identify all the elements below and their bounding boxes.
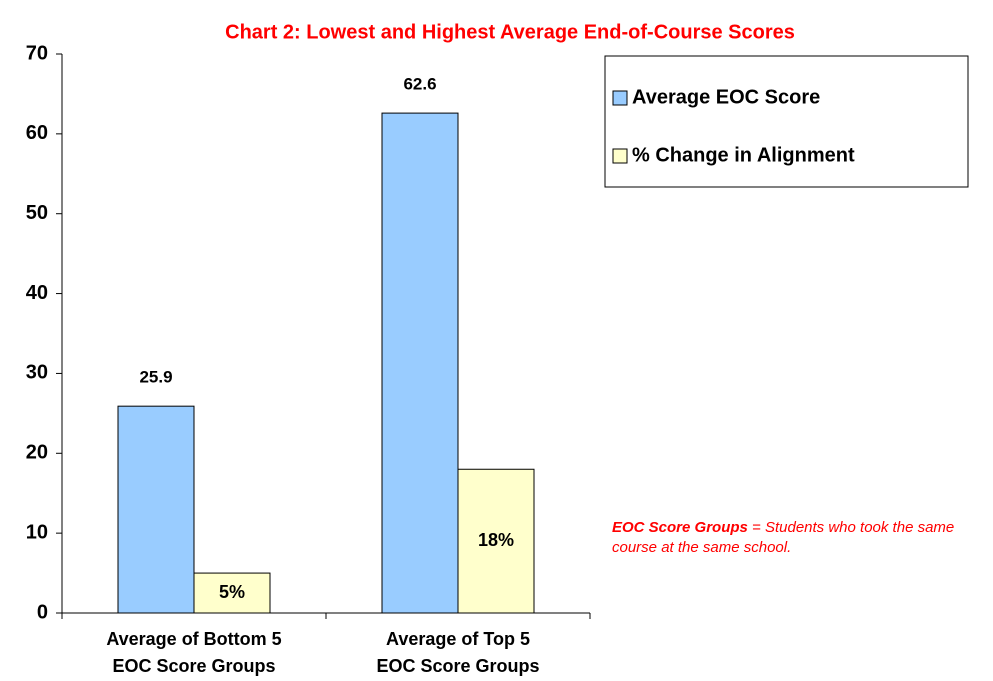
data-label: 25.9 — [139, 368, 172, 387]
data-label: 5% — [219, 582, 245, 602]
legend-swatch — [612, 90, 628, 106]
legend-label: % Change in Alignment — [632, 144, 855, 166]
y-tick-label: 40 — [26, 282, 48, 304]
legend-label: Average EOC Score — [632, 86, 820, 108]
bar — [193, 572, 271, 614]
data-label: 18% — [478, 530, 514, 550]
x-tick-label-line: Average of Bottom 5 — [106, 629, 281, 649]
y-tick-label: 10 — [26, 521, 48, 543]
bar — [381, 112, 459, 614]
y-tick-label: 30 — [26, 362, 48, 384]
y-tick-label: 0 — [37, 601, 48, 623]
y-tick-label: 50 — [26, 202, 48, 224]
legend-box — [604, 55, 969, 188]
x-tick-label: Average of Bottom 5 EOC Score Groups — [106, 629, 281, 676]
y-tick-label: 60 — [26, 122, 48, 144]
x-tick-label-line: Average of Top 5 — [386, 629, 530, 649]
x-tick-label-line: EOC Score Groups — [112, 656, 275, 676]
annotation-term: EOC Score Groups — [612, 519, 748, 536]
annotation-text: = Students who took the same course at t… — [612, 519, 955, 556]
y-tick-label: 20 — [26, 442, 48, 464]
annotation: EOC Score Groups = Students who took the… — [612, 518, 992, 558]
data-label: 62.6 — [403, 75, 436, 94]
bar — [457, 468, 535, 614]
bar — [117, 405, 195, 614]
x-tick-label-line: EOC Score Groups — [376, 656, 539, 676]
chart-title: Chart 2: Lowest and Highest Average End-… — [225, 21, 795, 43]
y-tick-label: 70 — [26, 42, 48, 64]
x-tick-label: Average of Top 5 EOC Score Groups — [376, 629, 539, 676]
legend-swatch — [612, 148, 628, 164]
